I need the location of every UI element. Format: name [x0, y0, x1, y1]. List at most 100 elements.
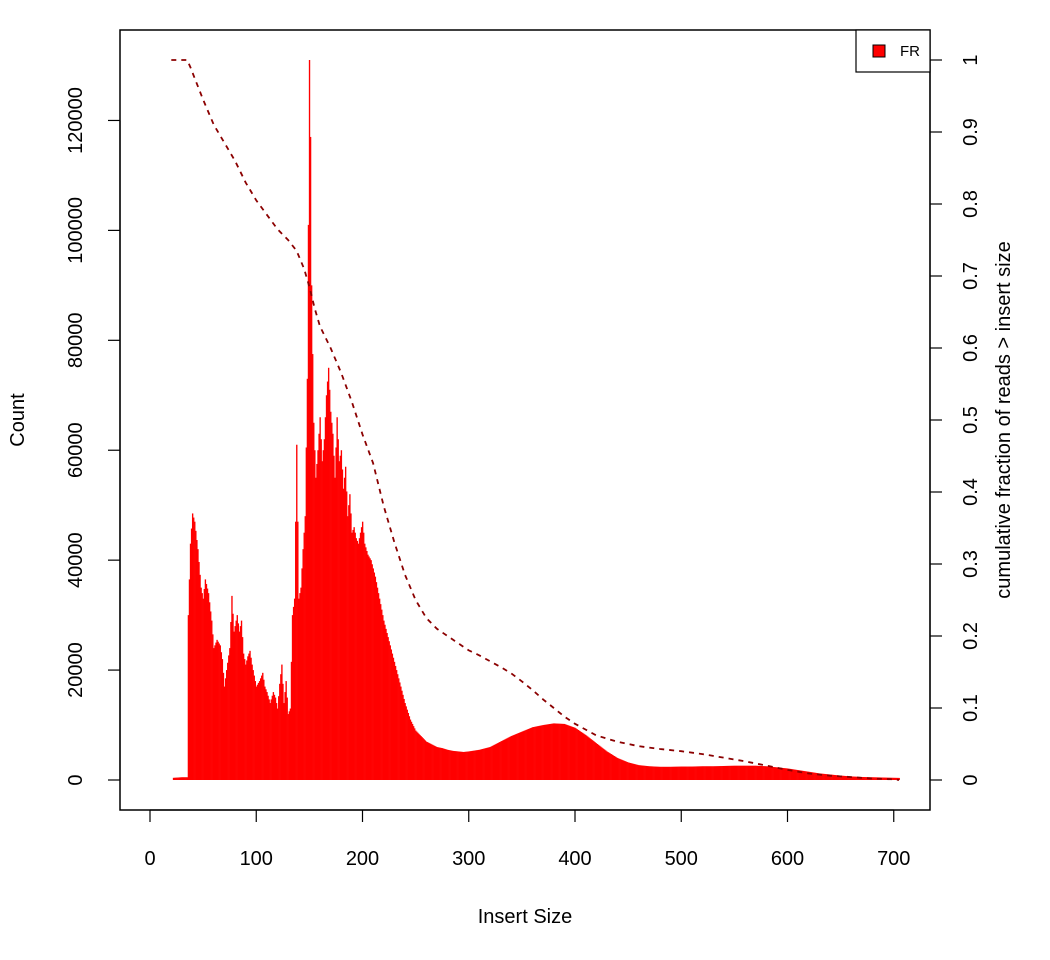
histogram-bar: [404, 703, 406, 780]
histogram-bar: [692, 766, 694, 780]
histogram-bar: [798, 770, 801, 780]
histogram-bar: [271, 695, 274, 780]
histogram-bar: [455, 751, 457, 780]
histogram-bar: [357, 543, 360, 780]
histogram-bar: [419, 734, 421, 780]
histogram-bar: [288, 711, 291, 780]
histogram-bar: [255, 686, 258, 780]
histogram-bar: [541, 725, 543, 780]
histogram-bar: [270, 699, 272, 780]
histogram-bar: [177, 777, 179, 780]
histogram-bar: [749, 765, 752, 780]
histogram-bar: [236, 615, 238, 780]
histogram-bar: [794, 769, 796, 780]
histogram-bar: [557, 723, 559, 780]
histogram-bar: [694, 766, 696, 780]
histogram-bar: [757, 765, 759, 780]
legend: FR: [855, 29, 931, 73]
histogram-bar: [758, 765, 760, 780]
histogram-bar: [658, 766, 660, 780]
histogram-bar: [842, 775, 844, 780]
histogram-bar: [592, 740, 594, 780]
histogram-bar: [257, 682, 260, 780]
histogram-bar: [797, 770, 799, 780]
histogram-bar: [253, 675, 255, 780]
histogram-bar: [212, 634, 214, 780]
histogram-bar: [446, 749, 449, 780]
histogram-bar: [724, 765, 726, 780]
histogram-bar: [184, 777, 186, 780]
histogram-bar: [299, 593, 301, 780]
histogram-bar: [626, 761, 628, 780]
histogram-bar: [828, 774, 830, 780]
histogram-bar: [528, 728, 531, 780]
histogram-bar: [230, 621, 232, 780]
histogram-bar: [513, 734, 516, 780]
histogram-bar: [765, 766, 768, 780]
histogram-bar: [492, 745, 495, 780]
histogram-bar: [512, 735, 515, 780]
histogram-bar: [293, 598, 296, 780]
histogram-bar: [258, 681, 261, 780]
histogram-bar: [672, 766, 674, 780]
histogram-bar: [847, 776, 849, 780]
x-tick-label: 200: [346, 848, 379, 870]
histogram-bar: [315, 477, 317, 780]
histogram-bar: [616, 758, 619, 780]
histogram-bar: [470, 751, 472, 780]
histogram-bar: [743, 765, 745, 780]
histogram-bar: [735, 765, 738, 780]
histogram-bar: [885, 777, 888, 780]
histogram-bar: [732, 765, 735, 780]
histogram-bar: [227, 662, 229, 780]
histogram-bar: [837, 775, 840, 780]
histogram-bar: [636, 764, 638, 780]
histogram-bar: [405, 706, 407, 780]
histogram-bar: [489, 747, 491, 780]
histogram-bar: [190, 528, 193, 780]
histogram-bar: [574, 727, 576, 780]
y-tick-label: 0: [65, 774, 87, 785]
histogram-bar: [431, 744, 433, 780]
histogram-bar: [768, 766, 771, 780]
histogram-bar: [741, 765, 743, 780]
histogram-bar: [588, 737, 590, 780]
histogram-bar: [733, 765, 736, 780]
histogram-bar: [479, 749, 482, 780]
histogram-bar: [178, 777, 180, 780]
histogram-bar: [385, 628, 387, 780]
histogram-bar: [846, 776, 848, 780]
histogram-bar: [802, 770, 805, 780]
histogram-bar: [712, 766, 714, 780]
histogram-bar: [472, 750, 474, 780]
histogram-bar: [703, 766, 705, 780]
histogram-bar: [495, 743, 498, 780]
histogram-bar: [295, 521, 297, 780]
histogram-bar: [673, 766, 675, 780]
histogram-bar: [693, 766, 695, 780]
y-axis-right: 0 0.1 0.2 0.3 0.4 0.5 0.6 0.7 0.8 0.9 1: [929, 54, 982, 786]
histogram-bar: [874, 777, 876, 780]
histogram-bar: [525, 729, 527, 780]
histogram-bar: [841, 775, 843, 780]
histogram-bar: [391, 653, 394, 780]
histogram-bar: [539, 725, 541, 780]
x-axis-label: Insert Size: [478, 906, 572, 928]
histogram-bar: [337, 439, 339, 780]
histogram-bar: [815, 772, 818, 780]
histogram-bar: [252, 670, 254, 780]
histogram-bar: [459, 751, 462, 780]
histogram-bar: [897, 777, 899, 780]
histogram-bar: [387, 637, 389, 780]
histogram-bar: [283, 703, 285, 780]
histogram-bar: [715, 766, 718, 780]
histogram-bar: [832, 774, 835, 780]
histogram-bar: [876, 777, 878, 780]
histogram-bar: [786, 768, 789, 780]
histogram-bar: [273, 694, 276, 780]
histogram-bar: [511, 735, 514, 780]
histogram-bar: [824, 773, 826, 780]
histogram-bar: [457, 751, 459, 780]
histogram-bar: [648, 766, 651, 780]
histogram-bar: [228, 655, 230, 780]
